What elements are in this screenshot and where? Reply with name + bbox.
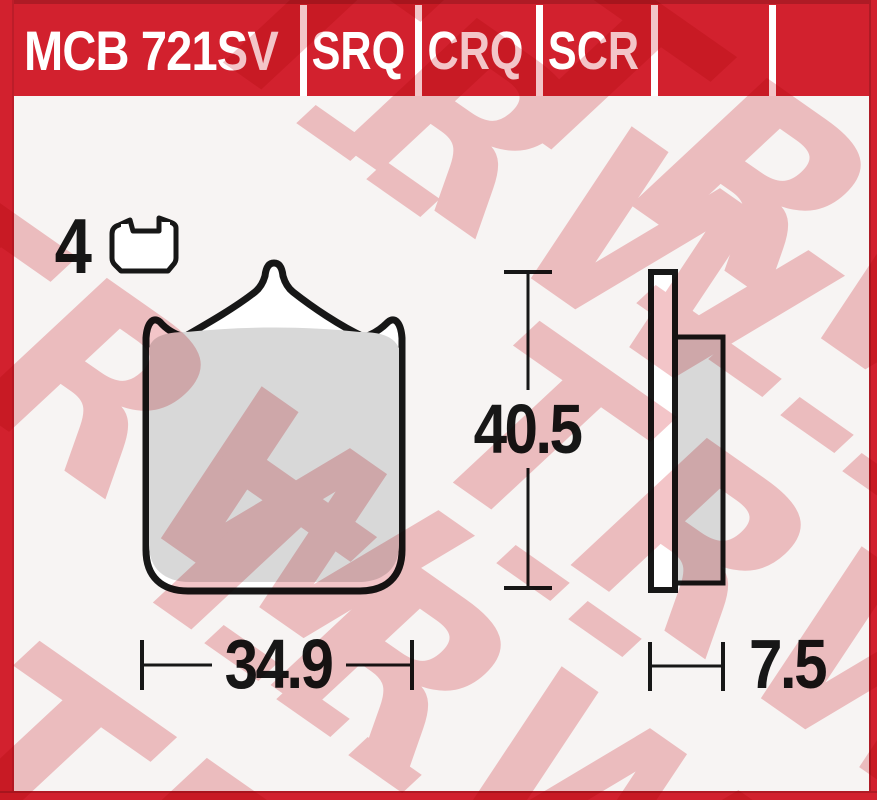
page-border-left	[0, 0, 14, 800]
header-divider	[536, 5, 543, 96]
page-border-bottom	[0, 791, 877, 800]
header-col-scr: SCR	[547, 21, 640, 81]
side-backing-plate	[648, 269, 678, 593]
header-divider	[769, 5, 776, 96]
page-border-right	[869, 0, 877, 800]
header-divider	[651, 5, 658, 96]
header-bar	[0, 0, 877, 96]
height-dimension-label: 40.5	[473, 390, 583, 468]
header-divider	[415, 5, 422, 96]
thickness-dimension-label: 7.5	[749, 625, 828, 703]
header-col-crq: CRQ	[427, 21, 524, 81]
part-number: MCB 721SV	[24, 19, 279, 82]
pad-quantity: 4	[54, 202, 92, 290]
icon-hole	[162, 222, 170, 229]
width-dimension	[140, 640, 414, 690]
brake-pad-icon	[109, 215, 179, 274]
side-friction-material	[669, 334, 726, 586]
thickness-dimension	[648, 642, 725, 691]
icon-notch	[121, 224, 127, 230]
header-divider	[300, 5, 307, 96]
width-dimension-label: 34.9	[224, 625, 334, 703]
header-col-srq: SRQ	[311, 21, 406, 81]
pad-friction-material	[149, 327, 399, 582]
